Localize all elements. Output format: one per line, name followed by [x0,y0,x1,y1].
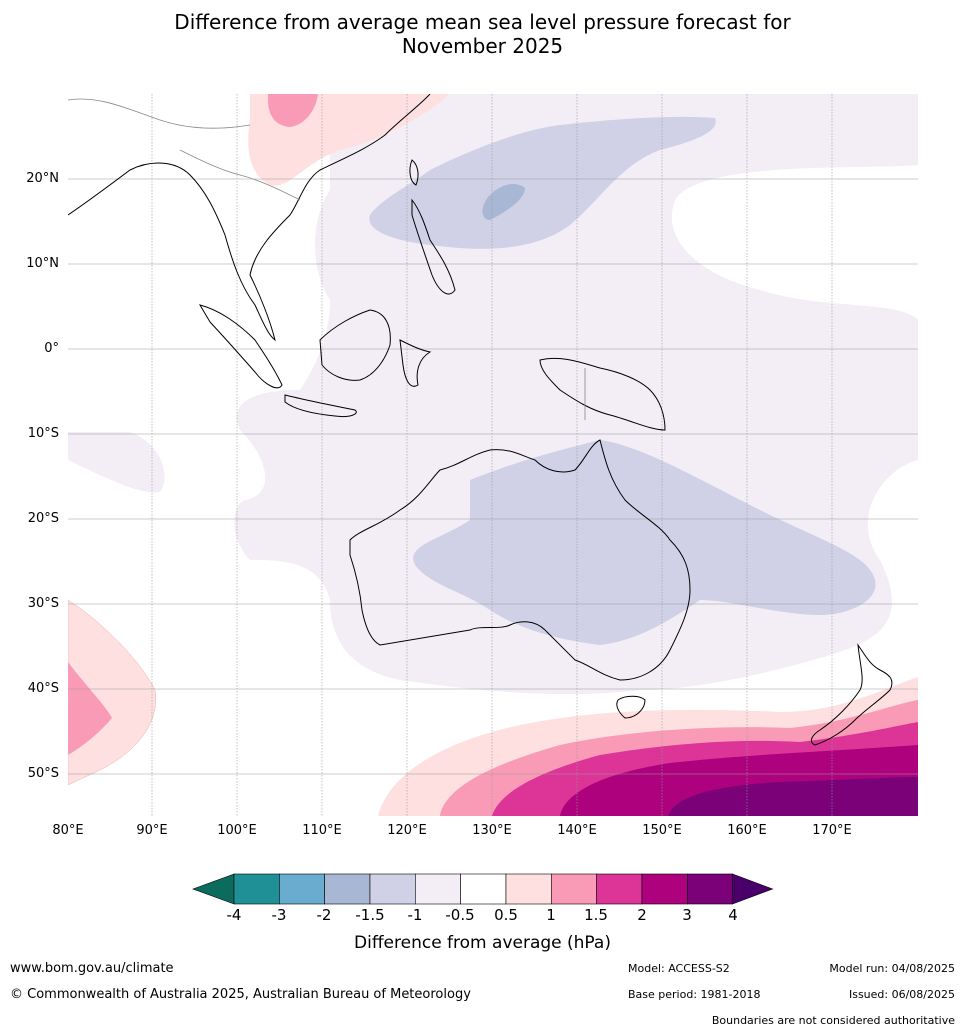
lon-label-160e: 160°E [727,823,767,838]
coast-philippines [411,198,456,295]
footer-model: Model: ACCESS-S2 [628,962,730,975]
footer-base-period: Base period: 1981-2018 [628,988,761,1001]
anomaly-region-plus1-southwest [68,662,112,755]
footer-model-run: Model run: 04/08/2025 [829,962,955,975]
footer-disclaimer: Boundaries are not considered authoritat… [711,1014,955,1027]
coast-australia [349,439,691,681]
map-area [68,94,918,816]
lat-label-10n: 10°N [26,256,59,271]
anomaly-region-plus3-south [668,777,918,816]
lat-label-20n: 20°N [26,171,59,186]
lon-label-100e: 100°E [217,823,257,838]
coast-new-guinea [539,357,666,431]
anomaly-region-minus1-australia [413,440,876,645]
cb-tick-7: 0.5 [494,906,518,924]
lat-label-0: 0° [44,341,59,356]
cb-tick-12: 4 [728,906,738,924]
coastlines [68,94,893,746]
lon-label-130e: 130°E [472,823,512,838]
lon-label-140e: 140°E [557,823,597,838]
cb-tick-6: -0.5 [445,906,475,924]
coast-sumatra [198,304,283,389]
cb-tick-9: 1.5 [584,906,608,924]
lat-label-30s: 30°S [27,596,59,611]
coast-borneo [319,309,391,381]
border-china-north [68,98,251,129]
country-borders [68,98,586,420]
cb-tick-11: 3 [682,906,692,924]
cb-tick-8: 1 [546,906,556,924]
anomaly-region-minus1-north [369,116,716,249]
footer-issued: Issued: 06/08/2025 [848,988,955,1001]
lon-label-170e: 170°E [812,823,852,838]
footer-website: www.bom.gov.au/climate [10,961,174,976]
cb-tick-1: -4 [226,906,242,924]
cb-tick-3: -2 [316,906,332,924]
coast-java [284,394,357,417]
lon-label-80e: 80°E [52,823,84,838]
anomaly-region-minus15 [482,184,525,220]
gridlines [68,94,918,816]
lon-label-120e: 120°E [387,823,427,838]
lat-label-50s: 50°S [27,766,59,781]
lon-label-150e: 150°E [642,823,682,838]
coast-new-zealand [810,643,893,746]
lat-label-40s: 40°S [27,681,59,696]
map-title: Difference from average mean sea level p… [0,10,965,58]
coast-taiwan [409,159,419,186]
lat-label-10s: 10°S [27,426,59,441]
coast-asia-mainland [68,94,431,342]
anomaly-region-light-negative-west [68,432,165,493]
colorbar-label: Difference from average (hPa) [354,933,611,953]
footer-copyright: © Commonwealth of Australia 2025, Austra… [10,987,471,1002]
anomaly-region-plus1-north [268,94,318,127]
cb-tick-2: -3 [271,906,287,924]
title-line-1: Difference from average mean sea level p… [174,10,791,34]
border-southeast-asia [179,149,301,201]
coast-tasmania [616,695,646,719]
coast-sulawesi [399,339,432,387]
cb-tick-4: -1.5 [355,906,385,924]
cb-tick-5: -1 [407,906,423,924]
lon-label-90e: 90°E [136,823,168,838]
title-line-2: November 2025 [401,34,564,58]
lat-label-20s: 20°S [27,511,59,526]
lon-label-110e: 110°E [302,823,342,838]
cb-tick-10: 2 [637,906,647,924]
